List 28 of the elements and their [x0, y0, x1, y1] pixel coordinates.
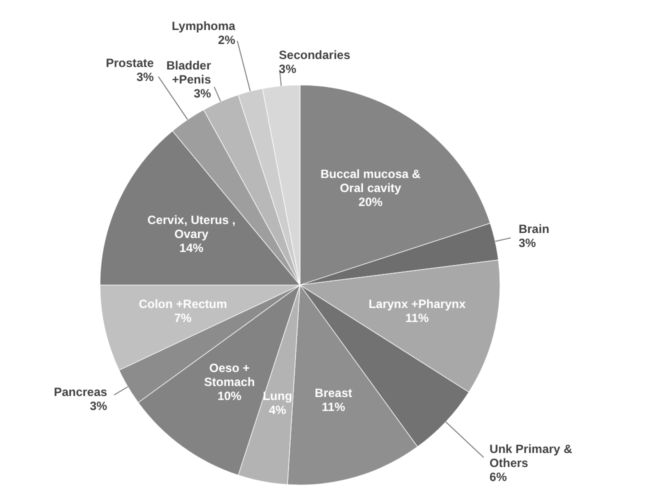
slice-label: Lung — [262, 388, 292, 403]
data-label: 3% — [194, 86, 212, 100]
data-label: 10% — [217, 389, 242, 404]
data-label: 14% — [179, 240, 204, 255]
slice-label: Cervix, Uterus , Ovary — [147, 212, 236, 241]
slice-label: Oeso + Stomach — [204, 361, 255, 390]
slice-label: Secondaries — [278, 48, 351, 62]
data-label: 20% — [358, 194, 383, 209]
data-label: 6% — [490, 470, 508, 484]
data-label: 3% — [518, 236, 536, 250]
slice-label: Bladder +Penis — [166, 58, 212, 86]
data-label: 11% — [405, 311, 430, 326]
data-label: 3% — [278, 62, 297, 76]
data-label: 3% — [90, 399, 108, 414]
data-label: 4% — [268, 402, 287, 417]
slice-label: Prostate — [106, 56, 154, 70]
slice-label: Unk Primary & Others — [490, 442, 573, 470]
slice-label: Larynx +Pharynx — [368, 297, 466, 312]
data-label: 7% — [174, 311, 192, 326]
slice-label: Colon +Rectum — [138, 297, 228, 312]
slice-label: Lymphoma — [172, 19, 236, 34]
slice-label: Brain — [518, 222, 550, 236]
slice-label: Buccal mucosa & Oral cavity — [320, 166, 421, 195]
data-label: 3% — [136, 70, 154, 84]
data-label: 2% — [218, 33, 236, 48]
slice-label: Pancreas — [54, 385, 108, 400]
slice-label: Breast — [314, 386, 352, 400]
data-label: 11% — [322, 400, 346, 414]
